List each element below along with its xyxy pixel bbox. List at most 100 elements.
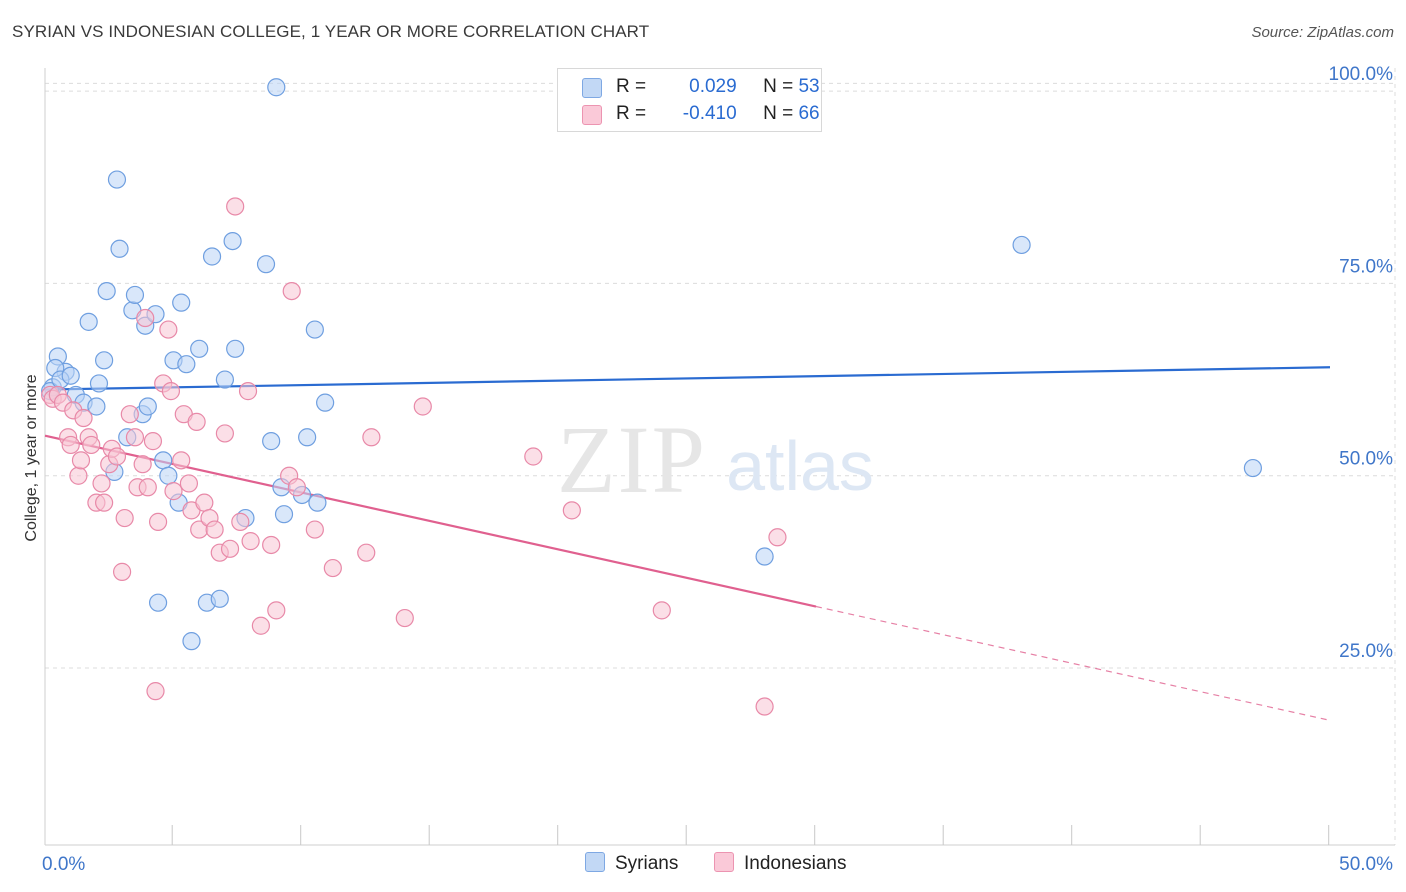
legend-swatch-indonesians bbox=[582, 105, 602, 125]
legend-box: R = 0.029 N = 53 R = -0.410 N = 66 bbox=[557, 68, 822, 132]
indonesian-point bbox=[133, 455, 152, 474]
syrian-point bbox=[308, 493, 327, 512]
indonesian-point bbox=[251, 616, 270, 635]
watermark: ZIP atlas bbox=[557, 406, 874, 513]
bottom-legend-swatch-indonesians bbox=[714, 852, 734, 872]
indonesian-point bbox=[61, 435, 80, 455]
syrian-point bbox=[305, 320, 324, 339]
syrian-point bbox=[223, 231, 242, 251]
indonesian-point bbox=[74, 408, 93, 428]
syrian-point bbox=[154, 451, 173, 470]
indonesian-point bbox=[226, 197, 245, 216]
indonesian-point bbox=[172, 451, 191, 470]
indonesian-point bbox=[161, 382, 181, 401]
indonesian-point bbox=[115, 508, 134, 528]
indonesian-point bbox=[262, 535, 281, 555]
syrian-point bbox=[159, 466, 178, 485]
syrian-point bbox=[215, 370, 234, 389]
indonesian-point bbox=[125, 428, 145, 447]
syrian-point bbox=[190, 339, 209, 358]
axes bbox=[44, 68, 1395, 846]
syrian-point bbox=[89, 374, 109, 393]
indonesian-point bbox=[205, 520, 224, 539]
grid-lines bbox=[45, 68, 1396, 845]
syrian-point bbox=[110, 239, 129, 258]
indonesian-point bbox=[215, 424, 234, 443]
syrian-point bbox=[298, 428, 317, 447]
trendline-indonesians-dashed bbox=[815, 605, 1331, 721]
indonesian-point bbox=[164, 482, 183, 501]
indonesian-point bbox=[282, 281, 301, 301]
syrian-point bbox=[172, 293, 191, 312]
x-tick-label: 50.0% bbox=[1339, 854, 1393, 875]
syrian-point bbox=[138, 397, 157, 416]
syrian-point bbox=[274, 505, 294, 524]
indonesian-point bbox=[395, 608, 414, 628]
indonesian-point bbox=[238, 382, 258, 401]
bottom-legend-syrians: Syrians bbox=[585, 852, 678, 875]
indonesian-point bbox=[82, 435, 101, 455]
watermark-zip: ZIP bbox=[557, 406, 707, 513]
syrian-point bbox=[79, 312, 98, 331]
syrian-point bbox=[61, 366, 80, 385]
indonesian-point bbox=[92, 474, 111, 493]
indonesian-point bbox=[287, 478, 306, 497]
indonesian-point bbox=[148, 512, 168, 531]
indonesian-point bbox=[362, 428, 381, 447]
indonesian-point bbox=[220, 539, 240, 558]
syrian-point bbox=[177, 355, 196, 374]
indonesian-point bbox=[71, 451, 91, 470]
indonesian-point bbox=[187, 412, 206, 431]
bottom-legend-label: Syrians bbox=[615, 853, 679, 874]
bottom-legend-indonesians: Indonesians bbox=[714, 852, 846, 875]
syrian-point bbox=[87, 397, 106, 416]
indonesian-point bbox=[357, 543, 376, 562]
legend-r-value: 0.029 bbox=[689, 76, 737, 97]
syrian-point bbox=[755, 547, 774, 566]
legend-n-value: 53 bbox=[798, 76, 820, 97]
syrian-point bbox=[267, 78, 286, 97]
syrian-point bbox=[97, 281, 116, 301]
source-label: Source: ZipAtlas.com bbox=[1251, 24, 1394, 41]
syrian-point bbox=[1012, 235, 1031, 255]
legend-r-value: -0.410 bbox=[682, 103, 737, 124]
bottom-legend-swatch-syrians bbox=[585, 852, 605, 872]
indonesian-point bbox=[755, 697, 774, 716]
y-tick-label: 75.0% bbox=[1339, 256, 1393, 277]
y-tick-label: 100.0% bbox=[1329, 64, 1394, 85]
indonesian-point bbox=[413, 397, 432, 416]
indonesian-point bbox=[652, 601, 671, 620]
syrian-point bbox=[1243, 458, 1263, 478]
indonesian-point bbox=[95, 493, 114, 512]
indonesian-point bbox=[136, 308, 155, 328]
trendline-syrians bbox=[44, 366, 1331, 391]
indonesian-point bbox=[231, 512, 250, 531]
indonesian-point bbox=[143, 432, 163, 451]
watermark-atlas: atlas bbox=[726, 427, 874, 505]
legend-r-label: R = bbox=[616, 103, 647, 124]
legend-n-label: N = bbox=[763, 103, 794, 124]
syrian-point bbox=[262, 432, 281, 451]
indonesian-point bbox=[159, 320, 178, 339]
indonesian-point bbox=[768, 528, 787, 547]
syrian-point bbox=[256, 255, 276, 274]
syrian-point bbox=[202, 247, 222, 266]
chart-title: SYRIAN VS INDONESIAN COLLEGE, 1 YEAR OR … bbox=[12, 22, 650, 41]
legend-r-label: R = bbox=[616, 76, 647, 97]
legend-n-value: 66 bbox=[798, 103, 820, 124]
y-tick-label: 50.0% bbox=[1339, 449, 1393, 470]
indonesian-point bbox=[267, 601, 286, 620]
indonesian-point bbox=[305, 520, 324, 539]
indonesian-point bbox=[179, 474, 199, 493]
indonesian-point bbox=[524, 447, 543, 466]
indonesian-point bbox=[120, 405, 139, 424]
data-points bbox=[41, 78, 1263, 716]
syrian-point bbox=[107, 170, 127, 189]
indonesian-point bbox=[112, 562, 132, 581]
syrian-point bbox=[125, 285, 145, 305]
y-axis-label: College, 1 year or more bbox=[23, 374, 40, 542]
syrian-point bbox=[210, 589, 229, 608]
syrian-point bbox=[226, 339, 245, 358]
tick-labels: 25.0% 50.0% 75.0% 100.0% 0.0% 50.0% bbox=[42, 64, 1393, 875]
